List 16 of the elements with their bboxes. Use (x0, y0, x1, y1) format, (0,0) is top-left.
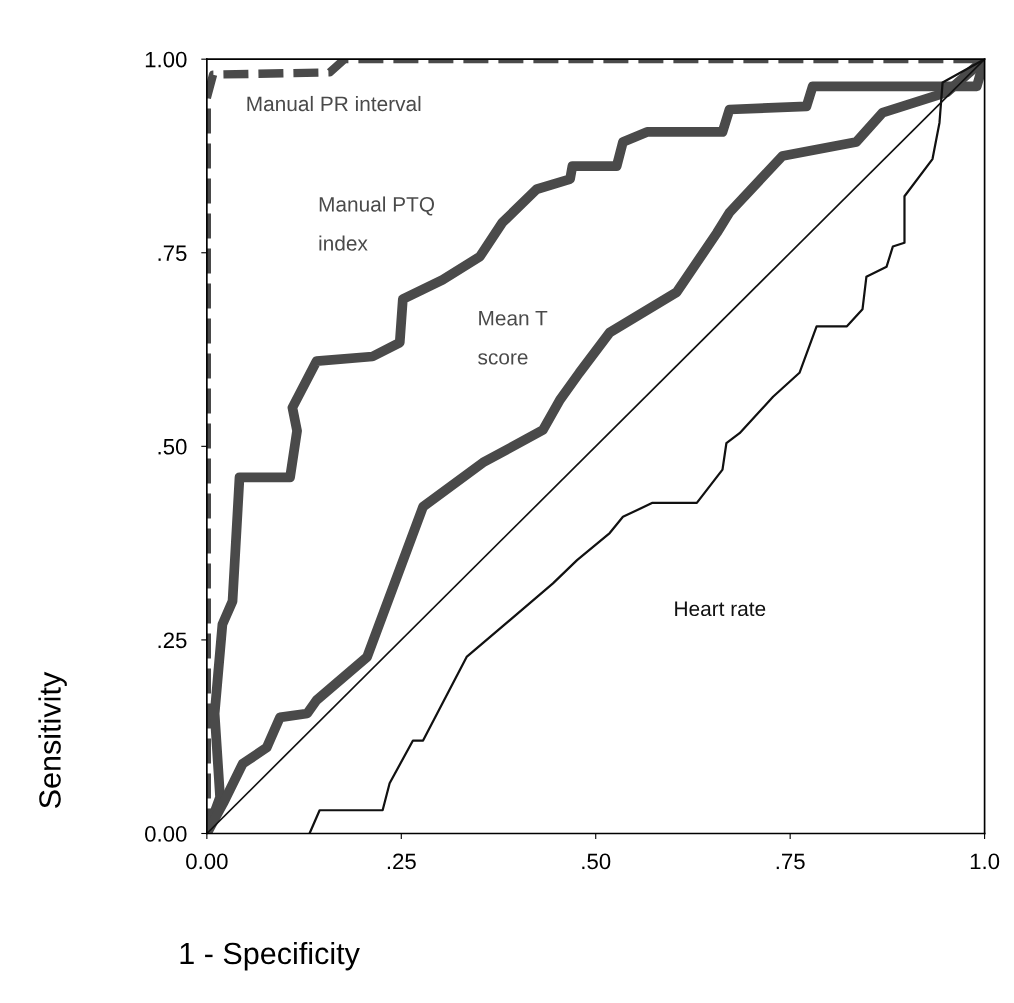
x-tick-label: .50 (582, 853, 611, 870)
text: Heart rate (675, 601, 766, 617)
x-tick-label: 0.00 (186, 853, 228, 870)
y-tick-label: .50 (158, 438, 187, 455)
y-tick-label: .75 (158, 245, 187, 262)
series-label: Manual PR interval (247, 95, 421, 112)
x-tick-label: .75 (776, 853, 805, 870)
y-tick-label: 0.00 (145, 826, 187, 842)
y-tick-label: 1.00 (145, 51, 187, 68)
series-label: Manual PTQ index (319, 196, 435, 251)
y-axis-title: Sensitivity (38, 671, 67, 808)
x-axis-title: 1 - Specificity (180, 941, 360, 971)
x-tick-label: 1.0 (970, 853, 1000, 870)
y-tick-label: .25 (158, 632, 187, 649)
text: Mean T score (478, 311, 548, 365)
x-tick-label: .25 (387, 853, 416, 870)
